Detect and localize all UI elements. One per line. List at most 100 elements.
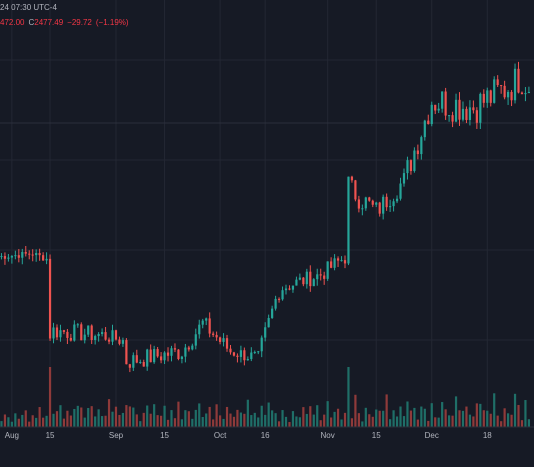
candle-body — [357, 199, 360, 209]
x-tick-label: Dec — [425, 431, 439, 440]
volume-bar — [465, 406, 468, 427]
candle-body — [66, 331, 69, 338]
volume-bar — [14, 413, 17, 427]
volume-bar — [472, 416, 475, 427]
volume-bar — [201, 416, 204, 427]
volume-bar — [420, 406, 423, 427]
volume-bar — [118, 414, 121, 427]
candle-body — [170, 348, 173, 356]
volume-bar — [104, 415, 107, 427]
volume-bar — [66, 410, 69, 427]
candle-body — [527, 91, 531, 94]
volume-bar — [416, 419, 419, 427]
volume-bar — [309, 406, 312, 427]
candle-body — [142, 361, 145, 367]
volume-bar — [430, 403, 433, 427]
candle-body — [52, 327, 55, 339]
candle-body — [371, 200, 374, 205]
volume-bar — [222, 418, 225, 427]
candle-body — [35, 253, 38, 256]
volume-bar — [482, 410, 485, 427]
volume-bar — [461, 410, 465, 427]
ohlc-close-label: C — [28, 18, 35, 27]
candle-body — [218, 337, 222, 342]
candle-body — [17, 255, 20, 258]
volume-bar — [194, 409, 197, 427]
volume-bar — [281, 410, 284, 427]
volume-bar — [336, 408, 340, 427]
candle-body — [503, 85, 506, 98]
candle-body — [444, 91, 447, 116]
volume-bar — [458, 410, 461, 427]
volume-bar — [17, 418, 20, 427]
candle-body — [215, 334, 218, 338]
volume-bar — [486, 410, 489, 427]
volume-bar — [132, 407, 135, 427]
candle-body — [187, 347, 190, 350]
volume-bar — [330, 417, 333, 427]
volume-bar — [239, 412, 242, 427]
bar-time-readout: 24 07:30 UTC-4 — [0, 3, 57, 12]
candle-body — [336, 258, 340, 261]
candle-body — [205, 318, 208, 321]
volume-bar — [87, 407, 90, 427]
candle-body — [378, 202, 381, 214]
volume-bar — [500, 421, 503, 427]
candle-body — [114, 330, 118, 340]
volume-bar — [159, 415, 163, 427]
volume-bar — [524, 400, 527, 427]
volume-bar — [83, 417, 86, 427]
volume-bar — [146, 405, 149, 427]
volume-bar — [406, 401, 409, 427]
candle-body — [94, 336, 97, 340]
chart-header: 24 07:30 UTC-4 — [0, 0, 534, 15]
candle-body — [382, 196, 385, 214]
candle-body — [392, 201, 395, 207]
candle-body — [305, 271, 308, 285]
candle-body — [496, 79, 499, 86]
candle-body — [510, 91, 513, 101]
volume-bar — [101, 416, 104, 427]
candle-body — [139, 361, 142, 363]
volume-bar — [73, 408, 76, 427]
candle-body — [284, 288, 288, 291]
candle-body — [107, 339, 111, 342]
volume-bar — [510, 414, 513, 427]
volume-bar — [340, 419, 343, 427]
candle-body — [180, 356, 184, 360]
ohlc-change-percent: (−1.19%) — [95, 18, 129, 27]
candle-body — [31, 254, 34, 256]
volume-bar — [364, 407, 367, 427]
volume-bar — [319, 420, 322, 427]
volume-bar — [527, 419, 531, 427]
candle-body — [441, 91, 444, 109]
volume-bar — [277, 421, 281, 427]
candle-body — [62, 330, 66, 332]
volume-bar — [107, 399, 111, 427]
candle-body — [520, 92, 524, 95]
candle-body — [430, 104, 433, 125]
candle-body — [38, 253, 41, 256]
volume-bar — [385, 394, 388, 427]
candle-body — [76, 324, 79, 326]
candle-body — [232, 352, 236, 356]
volume-bar — [128, 406, 131, 427]
volume-bar — [271, 410, 274, 427]
volume-bar — [111, 411, 114, 427]
volume-bar — [76, 405, 79, 427]
candle-body — [253, 352, 256, 354]
candle-body — [208, 318, 211, 334]
candle-body — [486, 90, 489, 103]
volume-bar — [191, 418, 194, 427]
volume-bar — [80, 407, 83, 427]
volume-bar — [441, 402, 444, 427]
candle-body — [402, 173, 406, 184]
candle-body — [132, 355, 135, 368]
candle-body — [198, 324, 201, 335]
candle-body — [163, 352, 166, 361]
candle-body — [281, 290, 284, 300]
candle-body — [513, 68, 517, 101]
volume-bar — [520, 420, 524, 427]
